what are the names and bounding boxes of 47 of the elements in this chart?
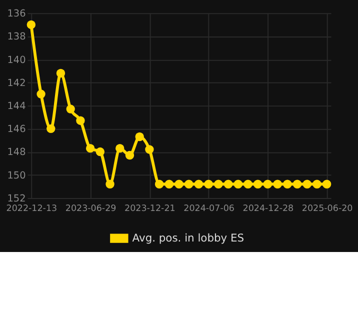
point (66, 104, 75, 114)
point (56, 68, 66, 78)
point (116, 144, 124, 153)
x-tick-label: 2023-12-21 (124, 204, 176, 214)
x-tick-label: 2025-06-20 (302, 204, 353, 214)
x-tick-label: 2023-06-29 (65, 204, 116, 214)
point (214, 180, 223, 188)
point (174, 180, 184, 188)
y-tick-label: 150 (7, 170, 26, 182)
point (145, 145, 154, 154)
point (125, 150, 134, 160)
point (106, 180, 114, 188)
y-tick-label: 138 (7, 32, 26, 43)
point (164, 180, 174, 188)
point (46, 124, 56, 134)
point (135, 132, 144, 142)
point (96, 147, 105, 156)
point (194, 180, 204, 188)
point (283, 180, 292, 188)
y-tick-label: 146 (7, 124, 26, 136)
point (292, 180, 302, 188)
point (273, 180, 282, 188)
point (322, 180, 332, 188)
x-tick-label: 2022-12-13 (6, 204, 58, 214)
point (26, 20, 36, 30)
point (312, 180, 322, 188)
y-tick-label: 148 (7, 147, 26, 158)
point (86, 144, 95, 153)
y-tick-label: 140 (7, 54, 26, 66)
point (204, 180, 213, 188)
legend-label: Avg. pos. in lobby ES (132, 231, 244, 244)
x-tick-label: 2024-07-06 (184, 204, 235, 214)
point (224, 180, 233, 188)
point (263, 180, 272, 188)
point (76, 116, 85, 125)
point (36, 90, 46, 98)
y-tick-label: 152 (7, 193, 26, 204)
point (244, 180, 252, 188)
point (184, 180, 194, 188)
y-tick-label: 142 (7, 78, 26, 89)
y-tick-label: 144 (7, 100, 26, 112)
y-tick-label: 136 (7, 8, 26, 20)
point (234, 180, 242, 188)
point (253, 180, 262, 188)
point (154, 180, 164, 188)
point (302, 180, 312, 188)
x-tick-label: 2024-12-28 (242, 204, 294, 214)
